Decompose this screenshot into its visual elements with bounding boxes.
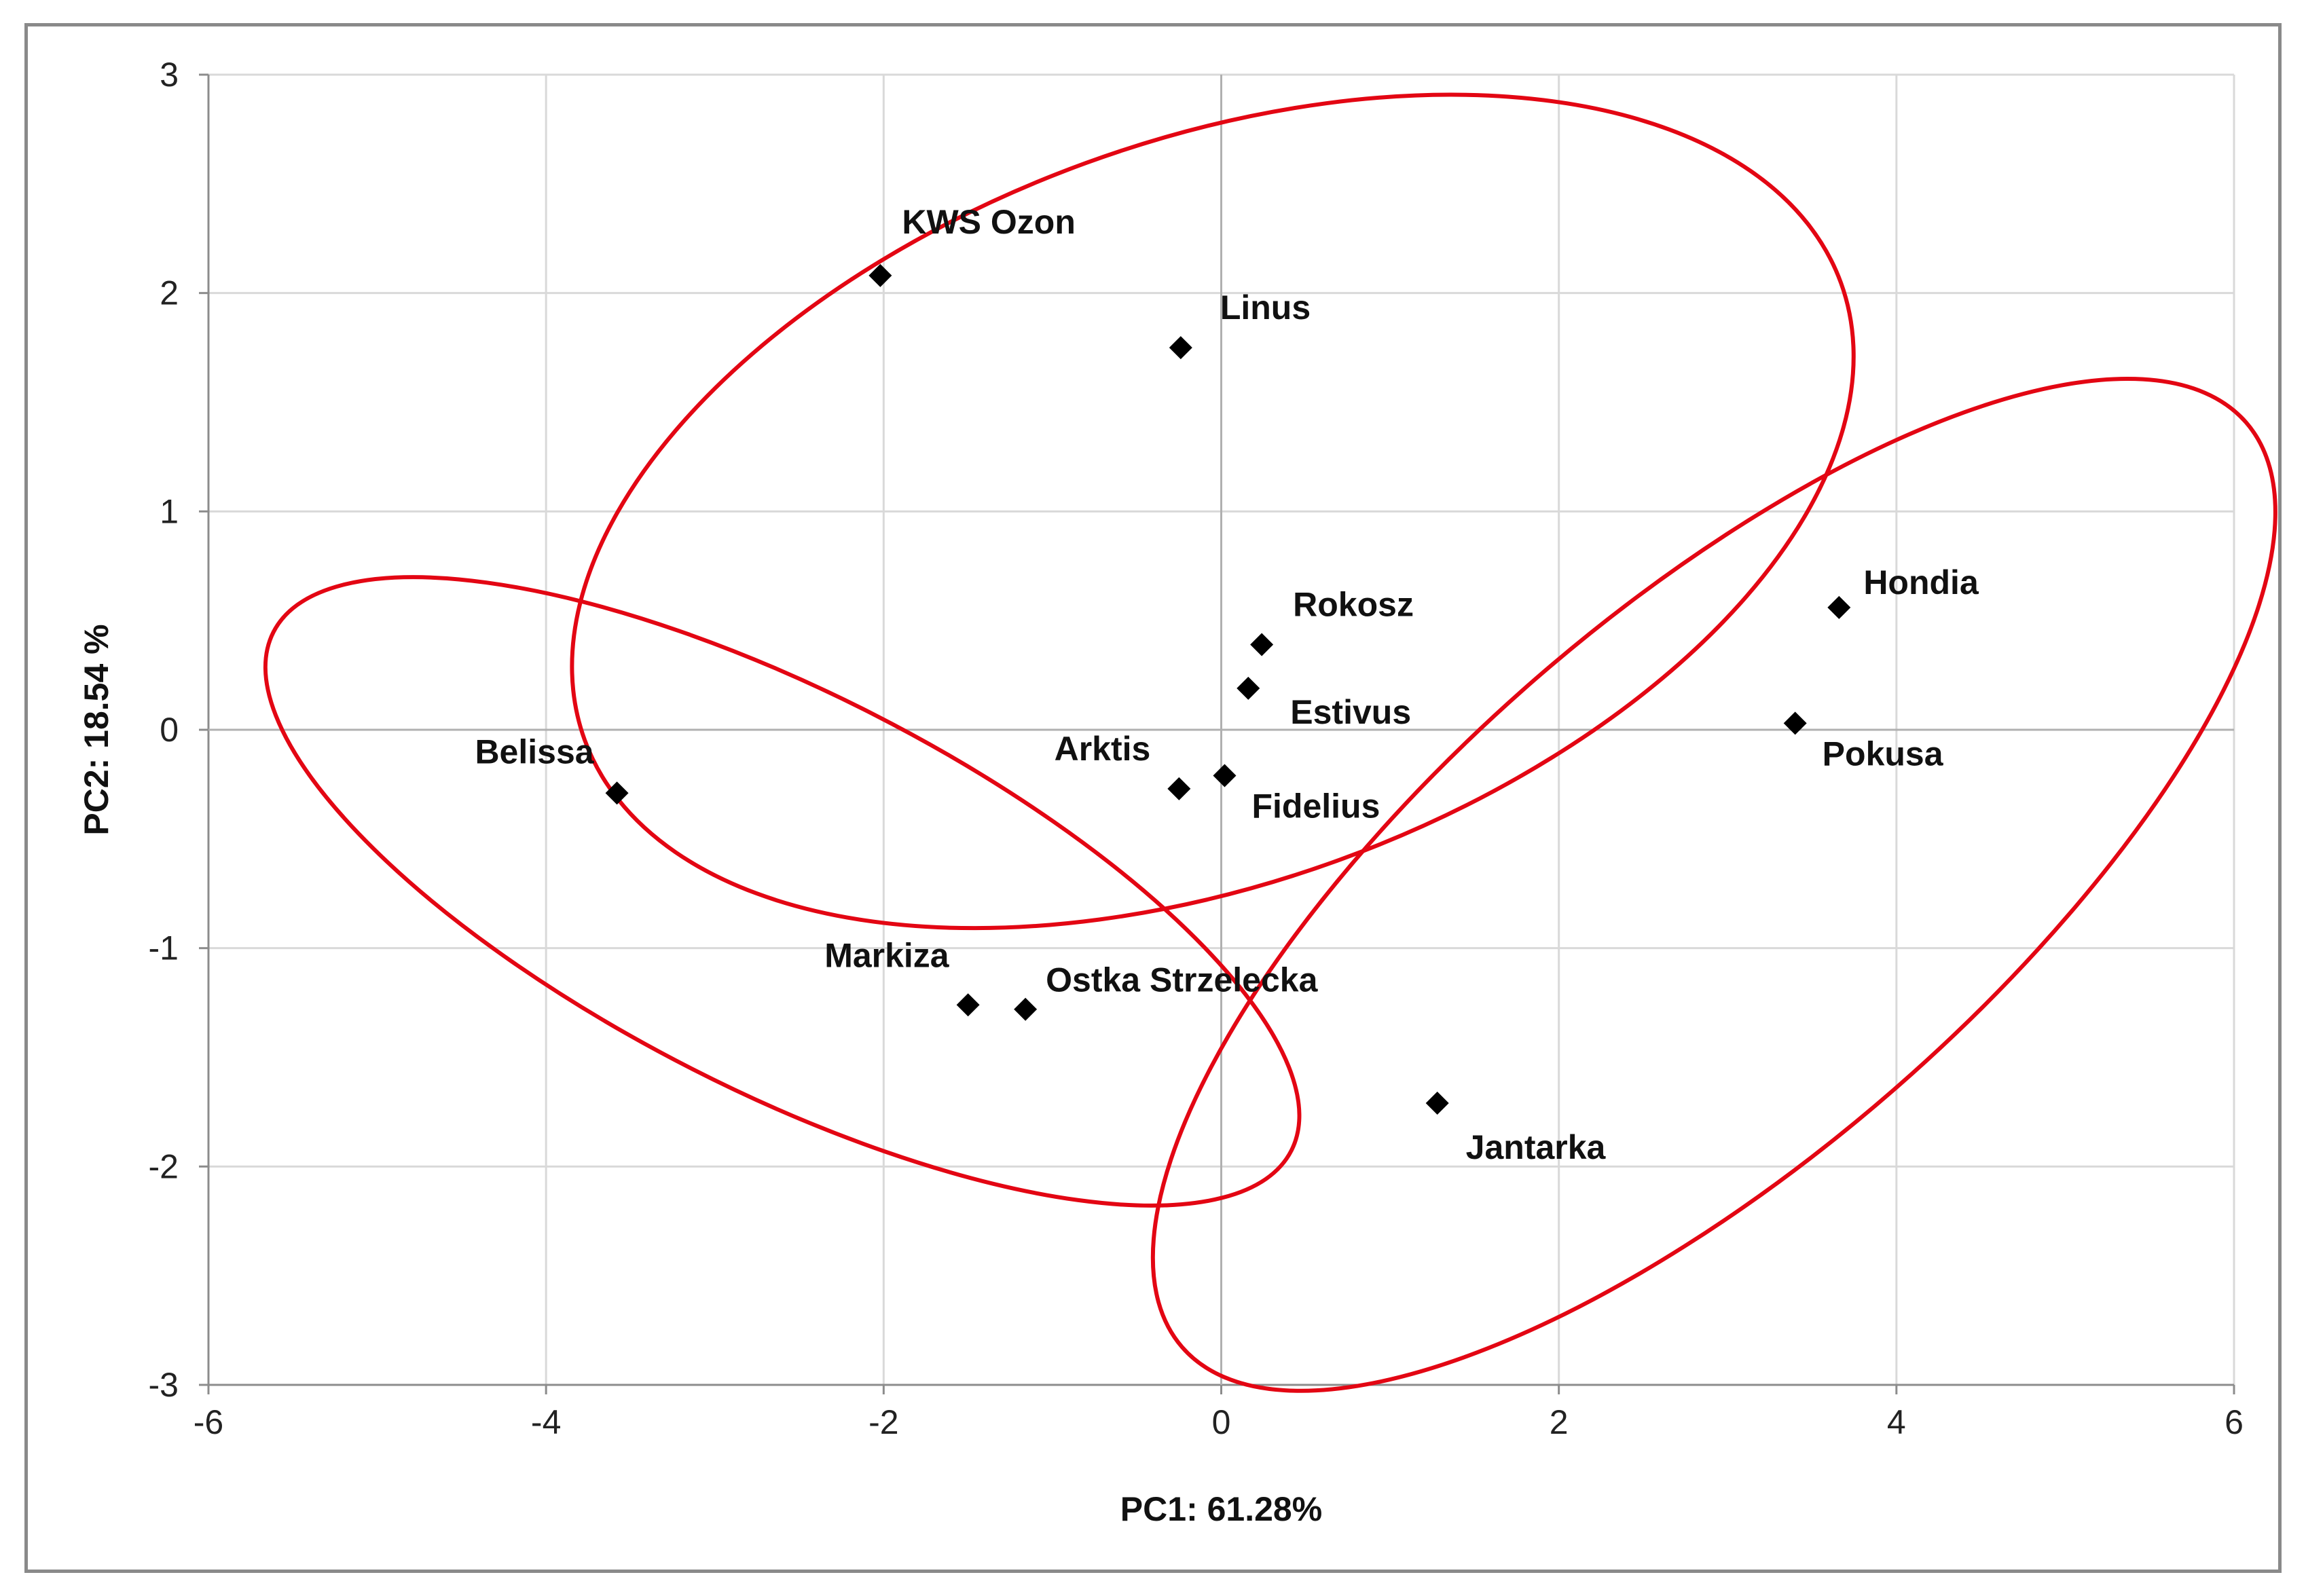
point-arktis <box>1167 777 1191 800</box>
y-tick-label: 3 <box>160 56 179 94</box>
point-ostka-strzelecka <box>1014 997 1038 1021</box>
point-belissa <box>605 781 629 805</box>
point-kws-ozon <box>868 263 892 287</box>
label-ostka-strzelecka: Ostka Strzelecka <box>1046 961 1318 999</box>
label-fidelius: Fidelius <box>1251 787 1380 825</box>
point-hondia <box>1827 595 1851 619</box>
x-axis-title: PC1: 61.28% <box>1120 1490 1322 1528</box>
point-markiza <box>956 993 980 1017</box>
point-jantarka <box>1425 1092 1449 1115</box>
x-tick-label: -6 <box>194 1403 223 1441</box>
point-rokosz <box>1250 633 1274 656</box>
label-markiza: Markiza <box>824 936 950 974</box>
point-labels: KWS Ozon Linus Rokosz Estivus Arktis Fidelius… <box>475 203 1979 1166</box>
y-tick-label: 2 <box>160 274 179 312</box>
point-linus <box>1169 336 1192 360</box>
y-tick-label: -3 <box>149 1366 179 1404</box>
x-tick-label: 4 <box>1887 1403 1906 1441</box>
cluster-3-ellipse <box>1150 376 2277 1393</box>
label-jantarka: Jantarka <box>1466 1128 1607 1166</box>
y-tick-label: 0 <box>160 711 179 749</box>
cluster-2-ellipse <box>263 575 1302 1208</box>
x-tick-label: 6 <box>2225 1403 2244 1441</box>
axes: -6 -4 -2 0 2 4 6 -3 -2 -1 0 1 2 3 <box>149 56 2244 1441</box>
label-kws-ozon: KWS Ozon <box>902 203 1076 241</box>
label-hondia: Hondia <box>1863 563 1979 601</box>
chart-frame: -6 -4 -2 0 2 4 6 -3 -2 -1 0 1 2 3 KWS Ozon Linus Rokosz… <box>24 23 2282 1573</box>
label-arktis: Arktis <box>1055 730 1151 768</box>
cluster-1-ellipse <box>570 92 1856 931</box>
y-tick-label: -1 <box>149 929 179 967</box>
data-points <box>605 263 1851 1115</box>
x-tick-label: -2 <box>868 1403 898 1441</box>
label-linus: Linus <box>1220 289 1311 327</box>
x-tick-label: 0 <box>1212 1403 1231 1441</box>
scatter-chart: -6 -4 -2 0 2 4 6 -3 -2 -1 0 1 2 3 KWS Ozon Linus Rokosz… <box>77 56 2277 1528</box>
x-tick-label: -4 <box>531 1403 561 1441</box>
y-tick-label: 1 <box>160 492 179 530</box>
label-rokosz: Rokosz <box>1293 586 1414 624</box>
x-tick-label: 2 <box>1550 1403 1569 1441</box>
label-pokusa: Pokusa <box>1823 735 1944 773</box>
point-fidelius <box>1213 764 1237 787</box>
y-axis-title: PC2: 18.54 % <box>77 624 115 835</box>
point-estivus <box>1237 676 1260 700</box>
label-belissa: Belissa <box>475 732 594 771</box>
cluster-ellipses <box>263 92 2277 1393</box>
label-estivus: Estivus <box>1290 693 1411 731</box>
point-pokusa <box>1783 711 1807 735</box>
y-tick-label: -2 <box>149 1147 179 1185</box>
